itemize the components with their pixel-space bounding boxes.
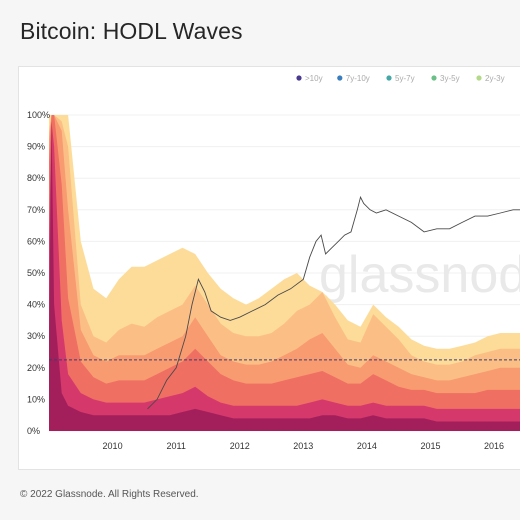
- legend-marker: [337, 75, 343, 81]
- y-tick-label: 50%: [27, 268, 45, 278]
- legend-label: >10y: [305, 74, 323, 83]
- y-tick-label: 40%: [27, 300, 45, 310]
- y-tick-label: 0%: [27, 426, 40, 436]
- y-tick-label: 10%: [27, 394, 45, 404]
- y-tick-label: 80%: [27, 173, 45, 183]
- legend-label: 5y-7y: [395, 74, 415, 83]
- x-tick-label: 2016: [484, 441, 504, 451]
- x-tick-label: 2012: [230, 441, 250, 451]
- area-series: [49, 115, 520, 431]
- y-tick-label: 30%: [27, 331, 45, 341]
- y-tick-label: 20%: [27, 363, 45, 373]
- legend-marker: [431, 75, 437, 81]
- x-tick-label: 2013: [293, 441, 313, 451]
- page-title: Bitcoin: HODL Waves: [20, 18, 243, 44]
- y-tick-label: 60%: [27, 236, 45, 246]
- price-line: [147, 195, 520, 410]
- hodl-waves-chart: glassnode 0% 10% 20% 30% 40% 50% 60% 70% 80% 90% 10…: [27, 74, 520, 451]
- legend-label: 2y-3y: [485, 74, 505, 83]
- legend-label: 7y-10y: [346, 74, 370, 83]
- copyright-footer: © 2022 Glassnode. All Rights Reserved.: [20, 489, 199, 500]
- legend-marker: [296, 75, 302, 81]
- watermark: glassnode: [319, 246, 520, 304]
- legend-label: 3y-5y: [440, 74, 460, 83]
- y-tick-label: 90%: [27, 142, 45, 152]
- legend-marker: [476, 75, 482, 81]
- x-tick-label: 2010: [103, 441, 123, 451]
- x-tick-label: 2011: [166, 441, 185, 451]
- y-tick-label: 70%: [27, 205, 45, 215]
- x-tick-label: 2014: [357, 441, 377, 451]
- legend-marker: [386, 75, 392, 81]
- x-tick-label: 2015: [420, 441, 440, 451]
- chart-card: glassnode 0% 10% 20% 30% 40% 50% 60% 70% 80% 90% 10…: [18, 66, 520, 470]
- area-series: [49, 115, 520, 431]
- y-tick-label: 100%: [27, 110, 50, 120]
